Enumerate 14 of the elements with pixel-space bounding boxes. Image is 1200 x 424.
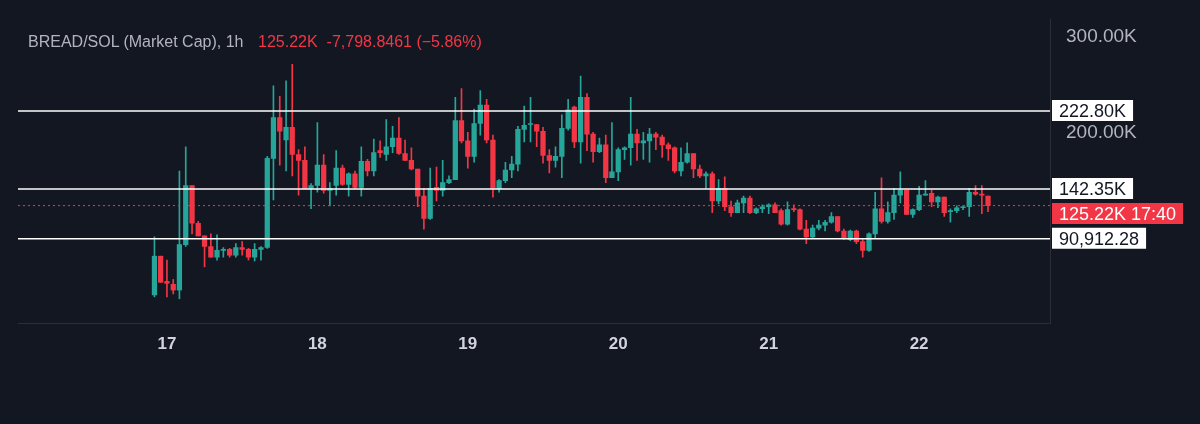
y-tick-label: 200.00K <box>1066 121 1138 143</box>
text: BREAD/SOL (Market Cap), 1h <box>28 33 244 51</box>
x-tick-label: 22 <box>909 333 929 353</box>
x-tick-label: 17 <box>157 333 177 353</box>
x-tick-label: 19 <box>458 333 478 353</box>
ref-line-label: 125.22K 17:40 <box>1059 203 1177 224</box>
ref-line-label: 222.80K <box>1059 101 1127 122</box>
x-tick-label: 21 <box>759 333 779 353</box>
ref-line-label: 142.35K <box>1059 178 1127 199</box>
x-tick-label: 18 <box>307 333 327 353</box>
annotation: 125.22K -7,798.8461 (−5.86%) <box>258 33 482 51</box>
x-tick-label: 20 <box>608 333 628 353</box>
ref-line-label: 90,912.28 <box>1059 228 1140 249</box>
y-tick-label: 300.00K <box>1066 24 1138 46</box>
